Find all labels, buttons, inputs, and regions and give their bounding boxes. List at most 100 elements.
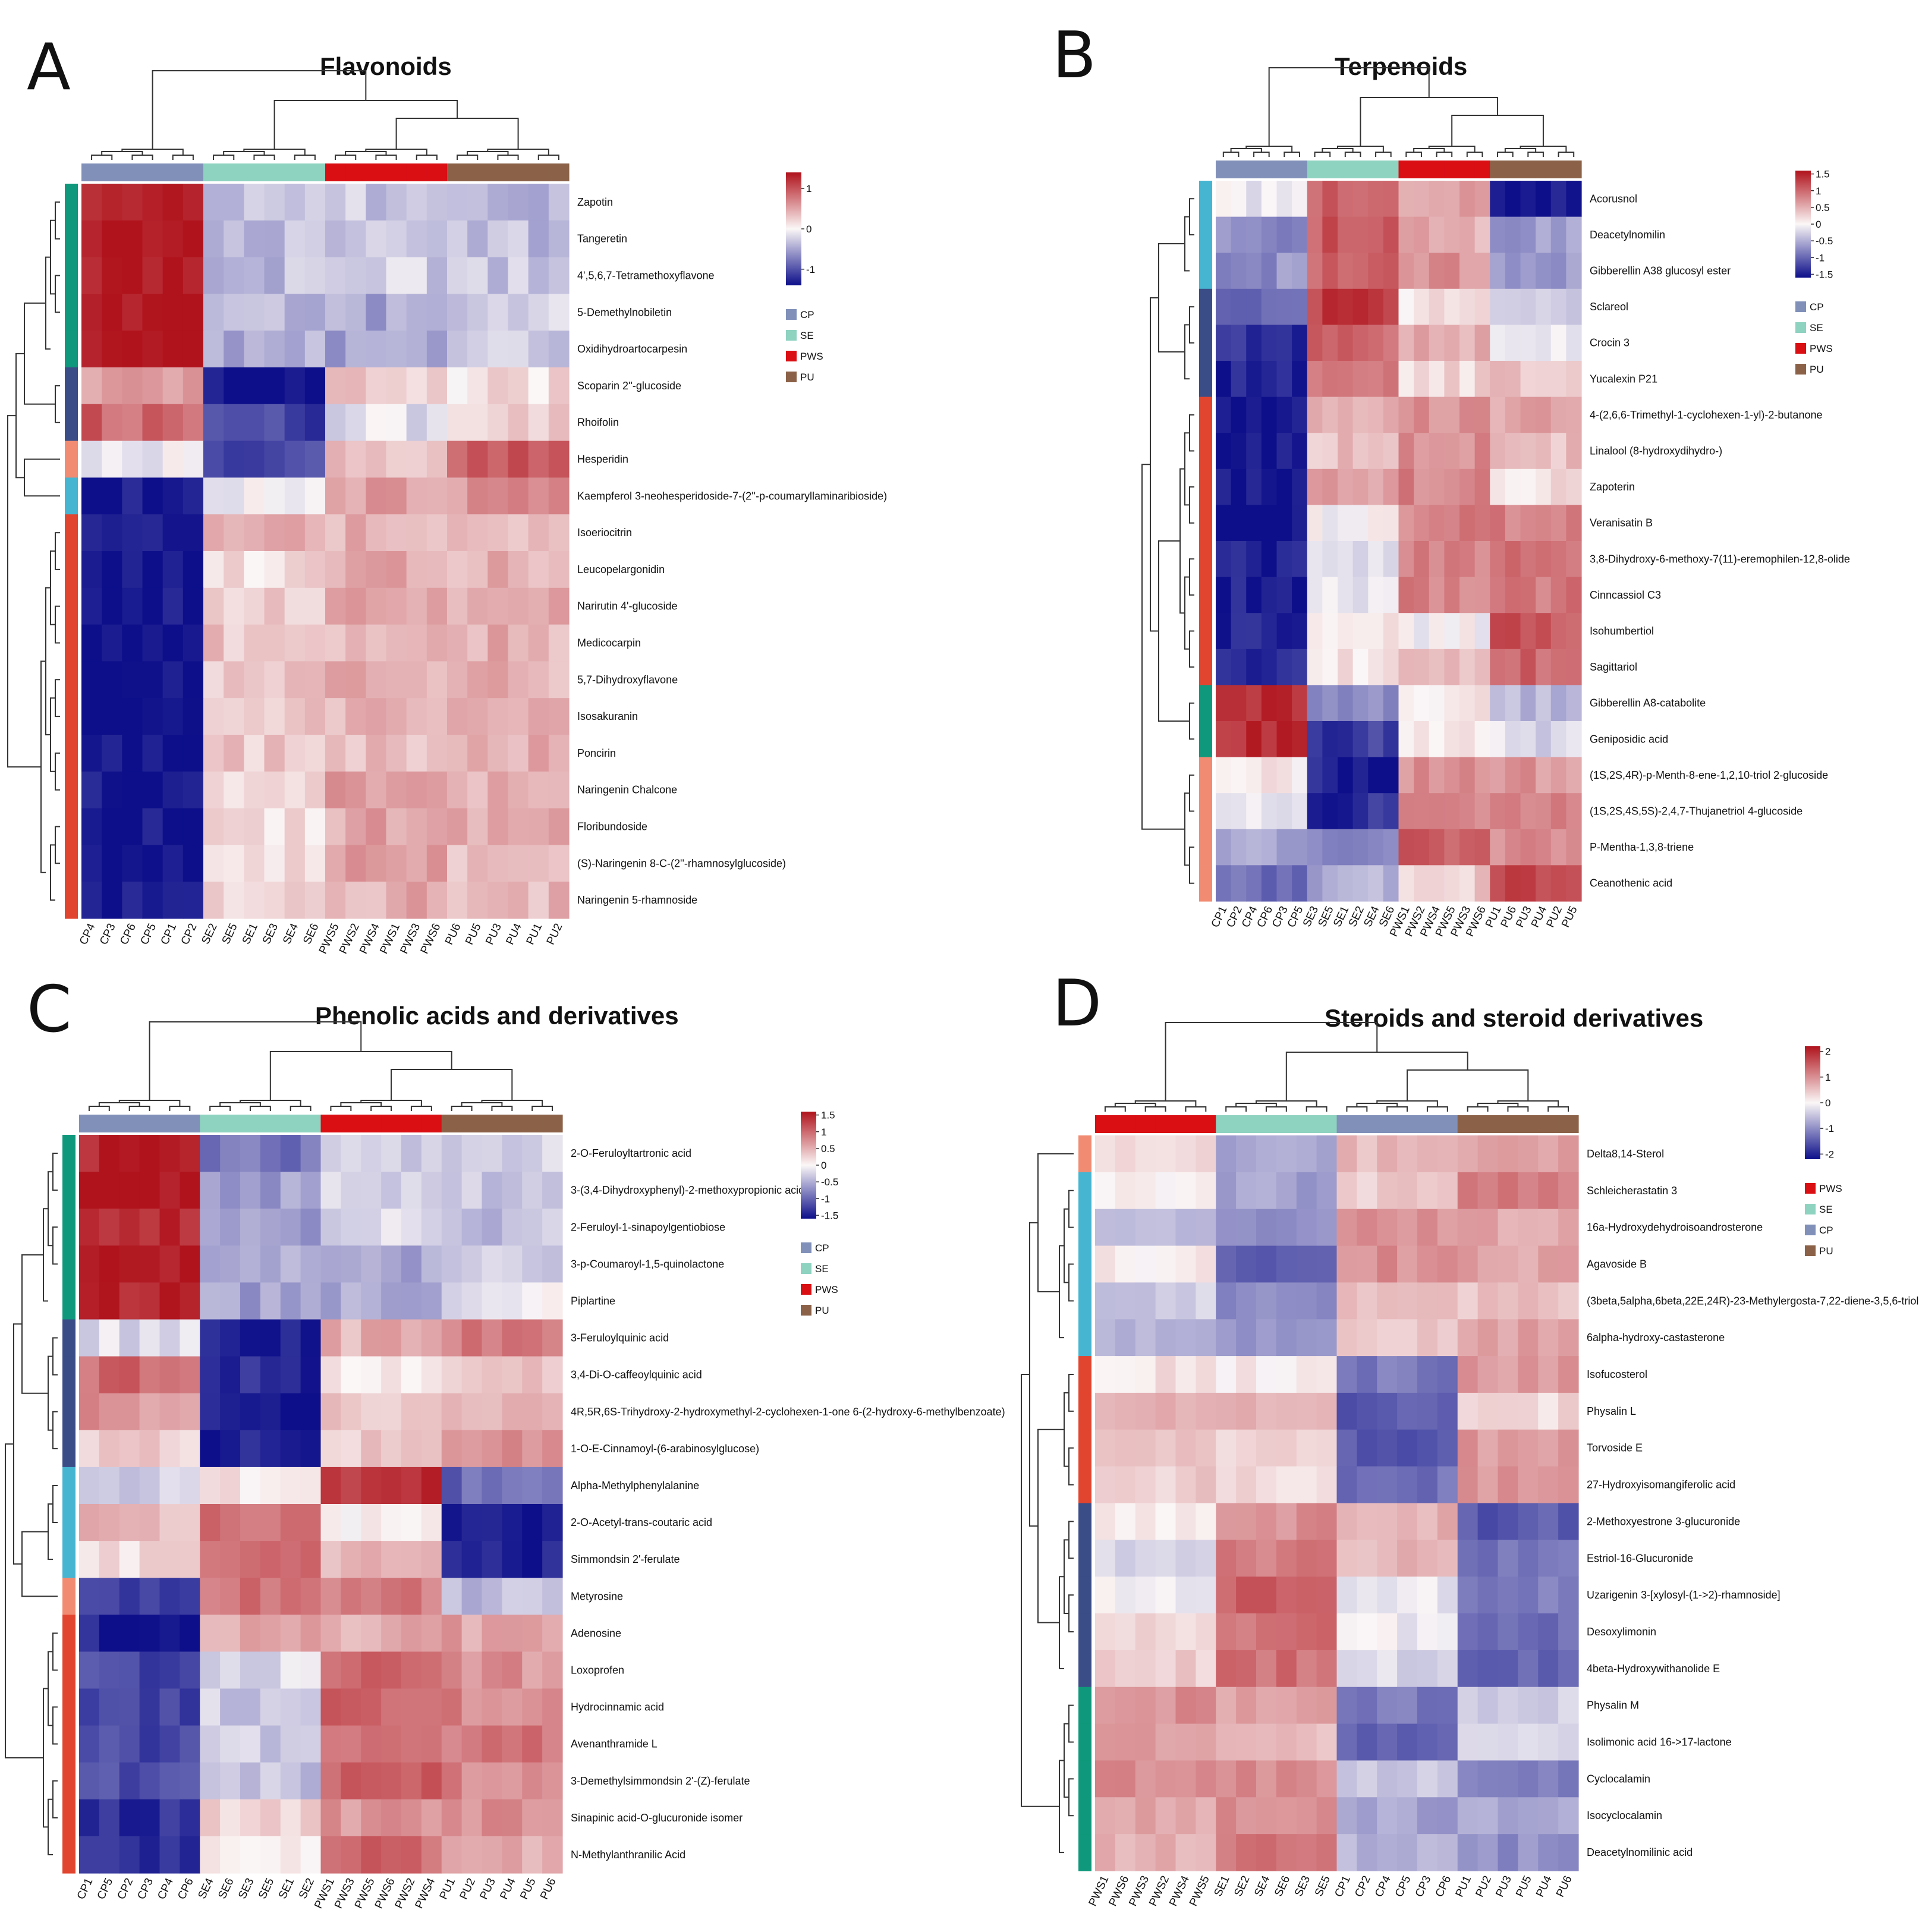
heatmap-cell	[1196, 1356, 1216, 1393]
heatmap-cell	[1429, 397, 1445, 433]
group-bar-cell	[260, 1115, 281, 1132]
heatmap-cell	[1231, 288, 1247, 325]
heatmap-cell	[102, 845, 122, 882]
heatmap-cell	[361, 1393, 382, 1431]
heatmap-cell	[1444, 757, 1460, 794]
color-scale-legend: 10-1	[786, 172, 815, 285]
heatmap-cell	[426, 514, 448, 552]
heatmap-cell	[81, 771, 102, 809]
heatmap-cell	[1566, 468, 1582, 505]
row-label: 3-(3,4-Dihydroxyphenyl)-2-methoxypropion…	[571, 1184, 804, 1196]
heatmap-cell	[482, 1282, 502, 1320]
heatmap-cell	[1368, 181, 1384, 218]
heatmap-cell	[1155, 1429, 1177, 1467]
heatmap-cell	[361, 1172, 382, 1209]
heatmap-cell	[1196, 1577, 1216, 1614]
heatmap-cell	[1477, 1356, 1499, 1393]
heatmap-cell	[366, 661, 387, 698]
heatmap-cell	[1316, 1723, 1338, 1761]
heatmap-cell	[386, 845, 407, 882]
heatmap-cell	[224, 477, 244, 515]
heatmap-cell	[441, 1135, 463, 1172]
heatmap-cell	[81, 845, 102, 882]
heatmap-cell	[1457, 1135, 1479, 1173]
heatmap-cell	[264, 624, 285, 662]
group-bar-cell	[345, 163, 366, 181]
heatmap-cell	[183, 661, 204, 698]
heatmap-cell	[361, 1799, 382, 1837]
heatmap-cell	[1155, 1282, 1177, 1320]
heatmap-cell	[1536, 433, 1552, 470]
heatmap-cell	[1246, 361, 1262, 398]
heatmap-cell	[264, 587, 285, 625]
heatmap-cell	[122, 882, 143, 919]
heatmap-cell	[1095, 1245, 1116, 1283]
heatmap-cell	[1135, 1686, 1156, 1725]
heatmap-cell	[1397, 1172, 1418, 1210]
heatmap-cell	[1231, 649, 1247, 685]
heatmap-cell	[1414, 541, 1430, 578]
heatmap-cell	[1276, 1245, 1297, 1283]
heatmap-cell	[361, 1578, 382, 1615]
heatmap-cell	[1566, 613, 1582, 650]
heatmap-cell	[341, 1172, 361, 1209]
heatmap-cell	[1292, 325, 1308, 361]
group-bar-cell	[1261, 161, 1278, 178]
heatmap-cell	[1490, 829, 1506, 866]
heatmap-cell	[441, 1541, 463, 1578]
heatmap-cell	[345, 845, 366, 882]
row-label: N-Methylanthranilic Acid	[571, 1849, 685, 1861]
heatmap-cell	[280, 1209, 301, 1246]
group-bar-cell	[1276, 161, 1292, 178]
heatmap-cell	[1429, 793, 1445, 830]
heatmap-cell	[426, 220, 448, 258]
heatmap-cell	[1115, 1209, 1136, 1247]
heatmap-cell	[304, 294, 326, 331]
heatmap-cell	[1520, 541, 1536, 578]
heatmap-cell	[447, 587, 468, 625]
heatmap-cell	[1216, 541, 1232, 578]
heatmap-cell	[1558, 1429, 1579, 1467]
heatmap-cell	[1474, 757, 1490, 794]
heatmap-cell	[1538, 1209, 1559, 1247]
heatmap-cell	[220, 1282, 241, 1320]
heatmap-cell	[260, 1135, 281, 1172]
heatmap-cell	[1457, 1797, 1479, 1835]
heatmap-cell	[341, 1799, 361, 1837]
heatmap-cell	[381, 1430, 402, 1468]
heatmap-cell	[203, 551, 224, 589]
group-legend-label: CP	[1810, 301, 1824, 313]
heatmap-cell	[1459, 288, 1476, 325]
heatmap-cell	[1256, 1686, 1277, 1725]
heatmap-cell	[447, 331, 468, 368]
heatmap-cell	[1175, 1282, 1196, 1320]
heatmap-cell	[1377, 1650, 1398, 1688]
heatmap-cell	[1518, 1172, 1539, 1210]
group-bar-cell	[1368, 161, 1384, 178]
heatmap-cell	[1490, 216, 1506, 253]
heatmap-cell	[1558, 1172, 1579, 1210]
heatmap-cell	[102, 735, 122, 772]
heatmap-cell	[441, 1245, 463, 1283]
heatmap-cell	[1459, 505, 1476, 542]
heatmap-cell	[1377, 1172, 1398, 1210]
group-bar-cell	[224, 163, 244, 181]
row-cluster-cell	[1078, 1172, 1091, 1210]
heatmap-cell	[102, 624, 122, 662]
heatmap-cell	[401, 1282, 422, 1320]
heatmap-cell	[461, 1615, 483, 1652]
heatmap-cell	[1261, 288, 1278, 325]
heatmap-cell	[162, 587, 184, 625]
heatmap-cell	[1236, 1577, 1257, 1614]
heatmap-cell	[487, 257, 509, 294]
heatmap-cell	[183, 294, 204, 331]
legend-tick-label: -1	[1816, 252, 1825, 263]
heatmap-cell	[1558, 1577, 1579, 1614]
heatmap-cell	[341, 1615, 361, 1652]
heatmap-cell	[1397, 1613, 1418, 1651]
heatmap-cell	[1536, 577, 1552, 613]
heatmap-cell	[386, 440, 407, 478]
row-label: Zapoterin	[1590, 481, 1635, 493]
heatmap-cell	[1276, 1392, 1297, 1430]
heatmap-cell	[224, 551, 244, 589]
